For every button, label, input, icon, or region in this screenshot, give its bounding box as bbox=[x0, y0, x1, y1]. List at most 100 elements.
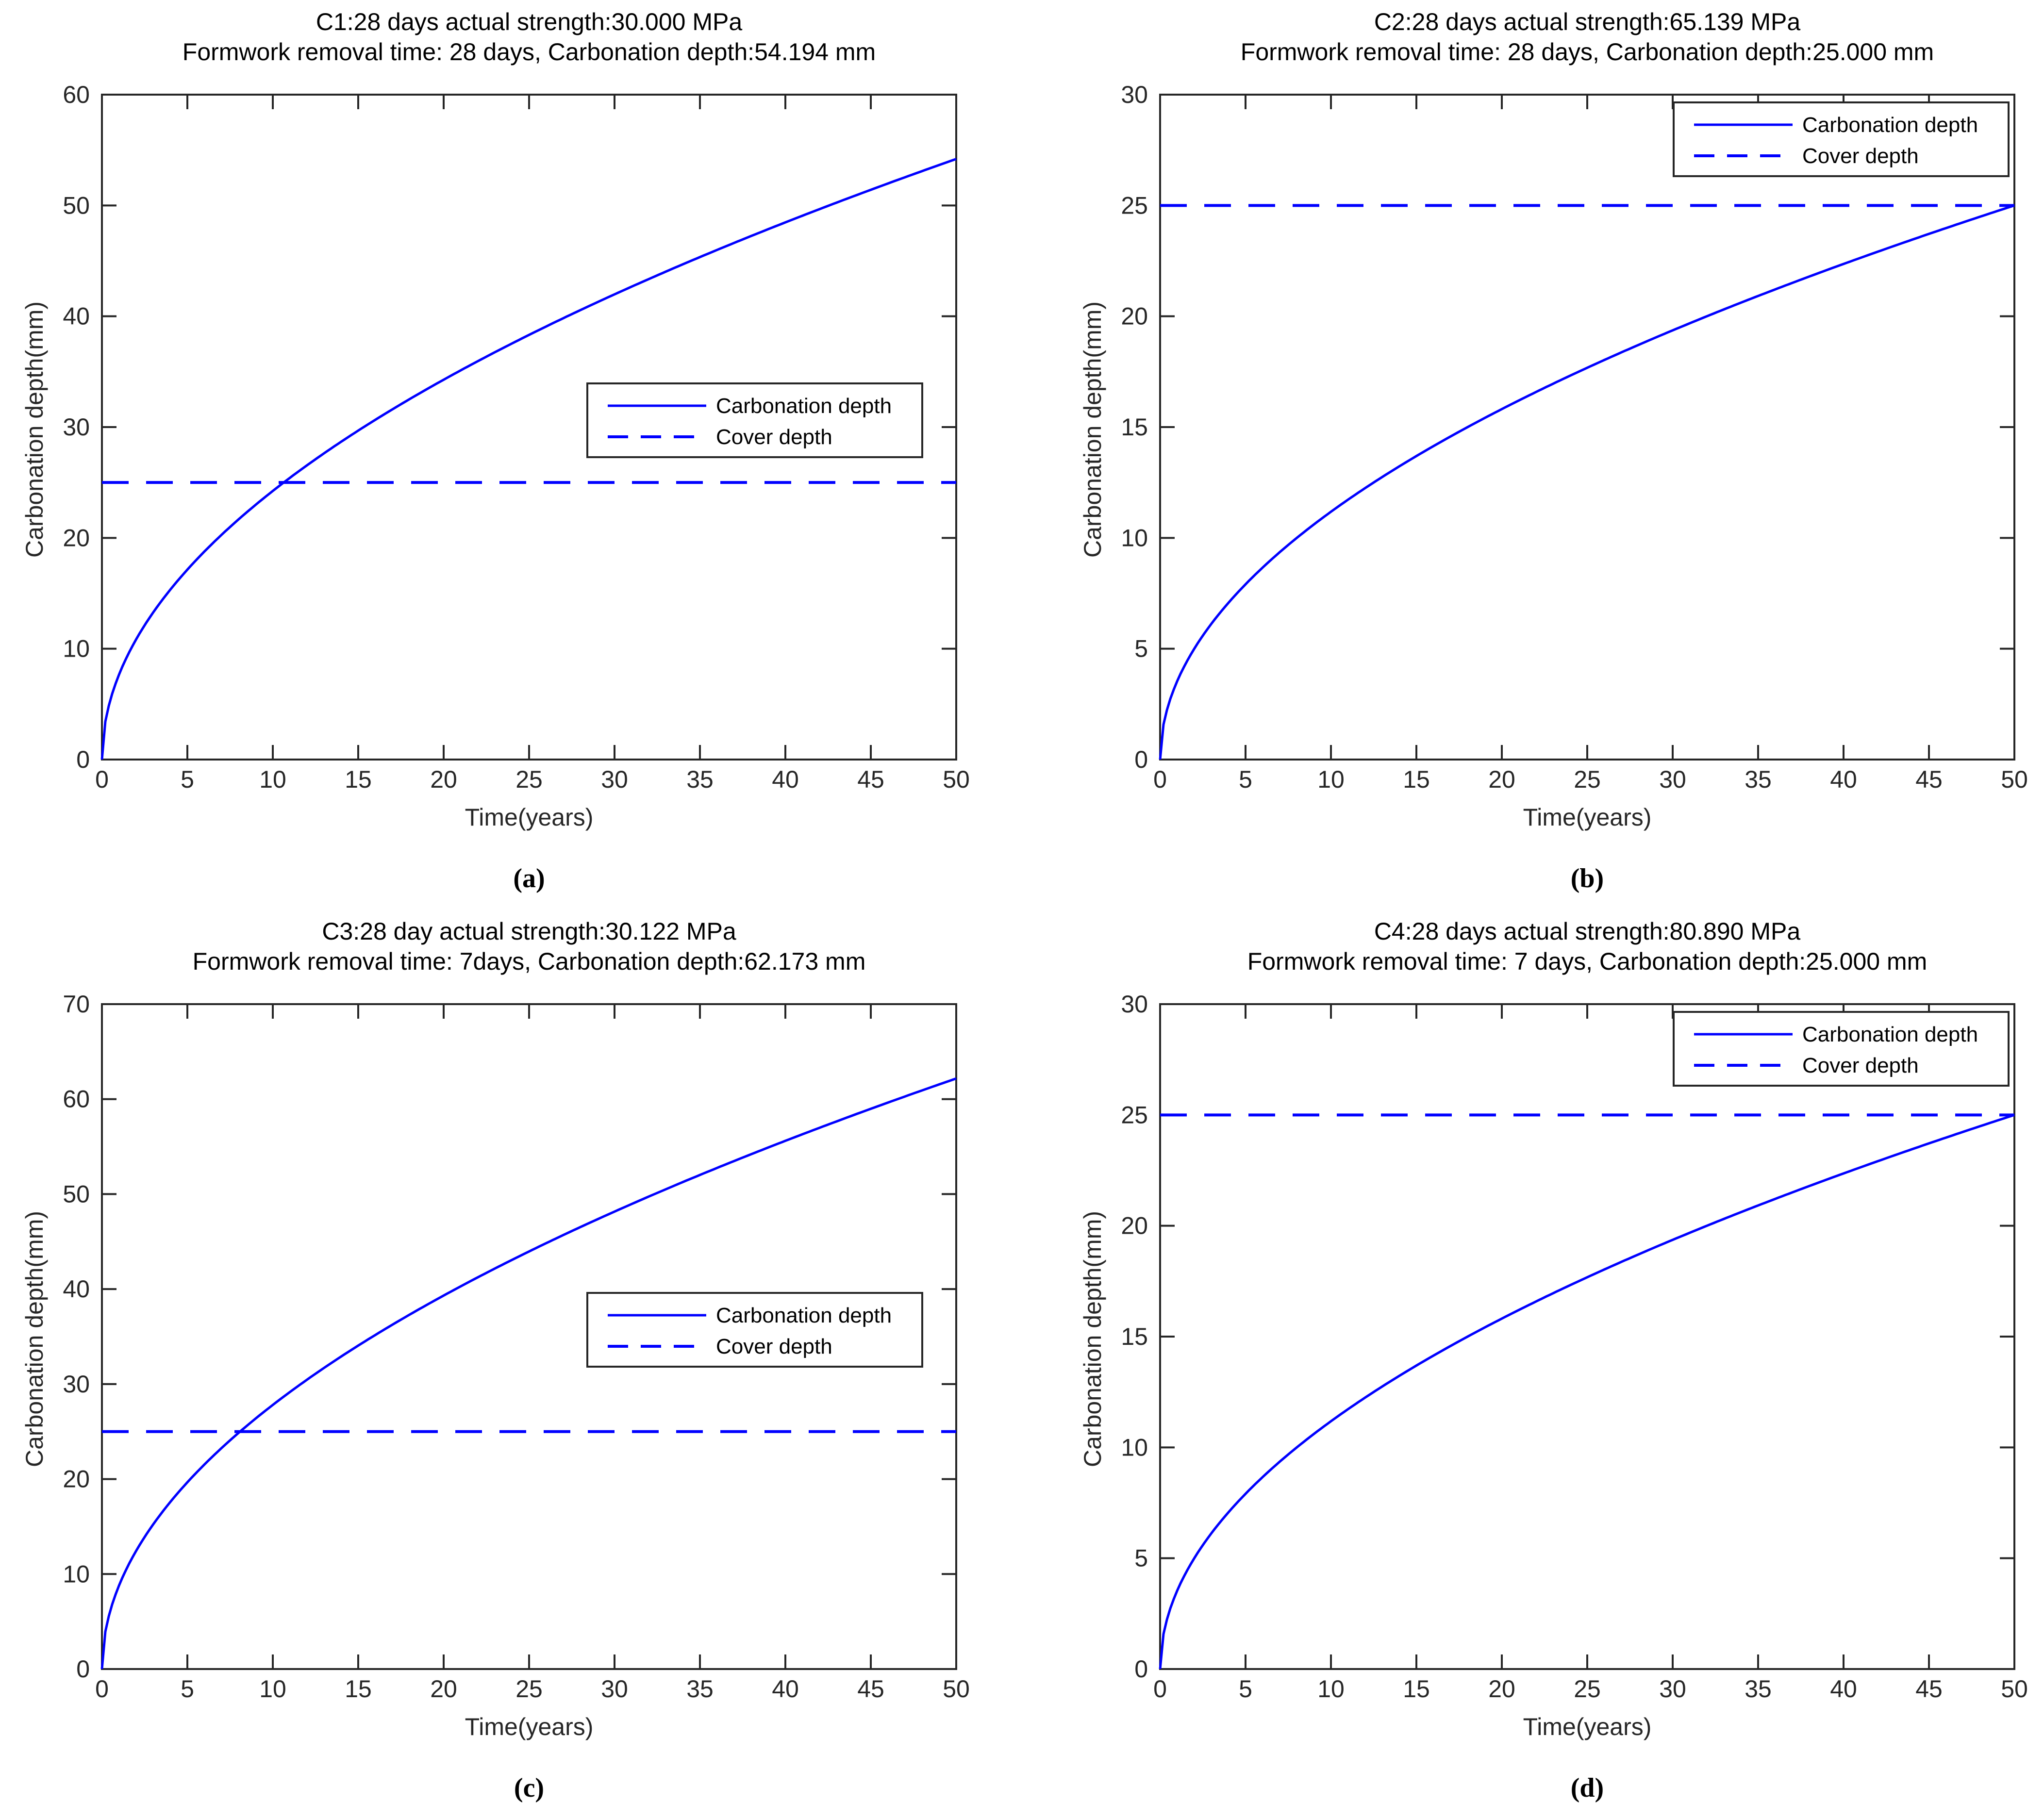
carbonation-depth-curve bbox=[100, 158, 957, 760]
x-axis-label: Time(years) bbox=[465, 1713, 594, 1740]
x-tick-label: 40 bbox=[772, 1675, 799, 1703]
chart-title-b: C2:28 days actual strength:65.139 MPa Fo… bbox=[1160, 7, 2014, 67]
legend-entry-cover: Cover depth bbox=[1802, 1054, 1919, 1077]
legend-box bbox=[586, 1292, 923, 1368]
x-tick-label: 20 bbox=[1488, 766, 1515, 793]
y-axis-label: Carbonation depth(mm) bbox=[1079, 1210, 1106, 1468]
x-tick-label: 5 bbox=[181, 1675, 194, 1703]
chart-title-line2: Formwork removal time: 7days, Carbonatio… bbox=[192, 948, 866, 975]
x-tick-label: 35 bbox=[1745, 1675, 1772, 1703]
axes-box bbox=[1159, 94, 2015, 761]
x-tick-label: 0 bbox=[95, 1675, 109, 1703]
chart-canvas-d: 0 5 10 15 20 25 30 35 40 45 50 0 5 10 15 20 25 30 Carbonat… bbox=[1121, 991, 2028, 1703]
x-tick-label: 50 bbox=[943, 766, 970, 793]
y-tick-label: 25 bbox=[1121, 192, 1148, 219]
x-tick-label: 0 bbox=[1153, 1675, 1167, 1703]
chart-title-line2: Formwork removal time: 28 days, Carbonat… bbox=[182, 38, 876, 66]
x-tick-label: 10 bbox=[259, 1675, 286, 1703]
y-tick-label: 50 bbox=[63, 1180, 90, 1207]
x-tick-label: 20 bbox=[430, 766, 457, 793]
y-tick-label: 5 bbox=[1134, 1545, 1148, 1572]
x-tick-label: 15 bbox=[345, 1675, 372, 1703]
y-tick-label: 0 bbox=[1134, 1655, 1148, 1683]
panel-label-c: (c) bbox=[514, 1773, 545, 1803]
y-tick-label: 30 bbox=[63, 1371, 90, 1398]
chart-title-line2: Formwork removal time: 28 days, Carbonat… bbox=[1240, 38, 1934, 66]
x-tick-label: 45 bbox=[1915, 766, 1943, 793]
y-tick-label: 15 bbox=[1121, 1323, 1148, 1350]
axis-ticks bbox=[1159, 94, 2015, 761]
x-axis-label: Time(years) bbox=[1523, 804, 1652, 831]
legend-entry-carbonation: Carbonation depth bbox=[1802, 113, 1978, 137]
x-tick-label: 5 bbox=[1239, 766, 1252, 793]
x-tick-label: 45 bbox=[857, 766, 884, 793]
axis-ticks bbox=[101, 1003, 957, 1670]
y-tick-label: 40 bbox=[63, 1275, 90, 1303]
legend-entry-cover: Cover depth bbox=[1802, 144, 1919, 168]
y-tick-label: 5 bbox=[1134, 635, 1148, 662]
x-tick-label: 0 bbox=[1153, 766, 1167, 793]
x-tick-label: 25 bbox=[1574, 1675, 1601, 1703]
x-tick-label: 35 bbox=[1745, 766, 1772, 793]
y-tick-label: 15 bbox=[1121, 413, 1148, 441]
y-tick-label: 20 bbox=[63, 524, 90, 551]
y-tick-label: 0 bbox=[76, 1655, 90, 1683]
x-tick-label: 45 bbox=[1915, 1675, 1943, 1703]
legend-entry-carbonation: Carbonation depth bbox=[1802, 1023, 1978, 1046]
x-tick-label: 50 bbox=[2001, 1675, 2028, 1703]
legend-entry-carbonation: Carbonation depth bbox=[716, 1304, 892, 1327]
chart-title-line1: C3:28 day actual strength:30.122 MPa bbox=[322, 918, 736, 945]
x-tick-label: 10 bbox=[1317, 1675, 1345, 1703]
y-tick-label: 60 bbox=[63, 1086, 90, 1113]
subplot-b: C2:28 days actual strength:65.139 MPa Fo… bbox=[1058, 0, 2044, 910]
y-axis-label: Carbonation depth(mm) bbox=[21, 301, 48, 558]
legend: Carbonation depth Cover depth bbox=[1673, 101, 2010, 177]
x-tick-label: 10 bbox=[259, 766, 286, 793]
legend-entry-cover: Cover depth bbox=[716, 425, 832, 449]
axes-box bbox=[1159, 1003, 2015, 1670]
subplot-c: C3:28 day actual strength:30.122 MPa For… bbox=[0, 910, 1058, 1819]
legend-entry-cover: Cover depth bbox=[716, 1335, 832, 1358]
y-tick-label: 30 bbox=[63, 413, 90, 441]
chart-title-c: C3:28 day actual strength:30.122 MPa For… bbox=[102, 916, 956, 976]
y-axis-label: Carbonation depth(mm) bbox=[21, 1210, 48, 1468]
y-tick-label: 20 bbox=[1121, 1212, 1148, 1240]
x-tick-label: 30 bbox=[1659, 766, 1686, 793]
chart-title-line1: C1:28 days actual strength:30.000 MPa bbox=[316, 8, 743, 35]
legend-entry-carbonation: Carbonation depth bbox=[716, 394, 892, 418]
x-tick-label: 50 bbox=[2001, 766, 2028, 793]
panel-label-a: (a) bbox=[513, 863, 545, 893]
axis-ticks bbox=[101, 94, 957, 761]
y-tick-label: 20 bbox=[1121, 303, 1148, 330]
y-tick-label: 60 bbox=[63, 81, 90, 108]
x-tick-label: 15 bbox=[345, 766, 372, 793]
x-tick-label: 5 bbox=[1239, 1675, 1252, 1703]
y-tick-label: 30 bbox=[1121, 81, 1148, 108]
x-tick-label: 30 bbox=[601, 766, 628, 793]
y-tick-label: 0 bbox=[1134, 746, 1148, 773]
x-tick-label: 30 bbox=[1659, 1675, 1686, 1703]
x-tick-label: 0 bbox=[95, 766, 109, 793]
chart-canvas-c: 0 5 10 15 20 25 30 35 40 45 50 0 10 20 30 40 50 60 70 Carbo… bbox=[63, 991, 970, 1703]
subplot-a: C1:28 days actual strength:30.000 MPa Fo… bbox=[0, 0, 1058, 910]
legend: Carbonation depth Cover depth bbox=[586, 1292, 923, 1368]
y-tick-label: 70 bbox=[63, 991, 90, 1018]
y-tick-label: 10 bbox=[1121, 1434, 1148, 1461]
y-tick-label: 10 bbox=[1121, 524, 1148, 551]
chart-canvas-b: 0 5 10 15 20 25 30 35 40 45 50 0 5 10 15 20 25 30 Carbonat… bbox=[1121, 81, 2028, 793]
x-tick-label: 25 bbox=[1574, 766, 1601, 793]
legend: Carbonation depth Cover depth bbox=[1673, 1011, 2010, 1087]
axis-ticks bbox=[1159, 1003, 2015, 1670]
x-tick-label: 5 bbox=[181, 766, 194, 793]
x-tick-label: 35 bbox=[686, 1675, 714, 1703]
y-tick-label: 25 bbox=[1121, 1101, 1148, 1128]
x-tick-label: 15 bbox=[1403, 766, 1430, 793]
carbonation-depth-curve bbox=[1159, 204, 2015, 760]
x-tick-label: 50 bbox=[943, 1675, 970, 1703]
chart-title-line1: C4:28 days actual strength:80.890 MPa bbox=[1374, 918, 1801, 945]
x-tick-label: 25 bbox=[515, 1675, 543, 1703]
x-tick-label: 30 bbox=[601, 1675, 628, 1703]
y-tick-label: 50 bbox=[63, 192, 90, 219]
y-tick-label: 20 bbox=[63, 1466, 90, 1493]
x-tick-label: 40 bbox=[772, 766, 799, 793]
